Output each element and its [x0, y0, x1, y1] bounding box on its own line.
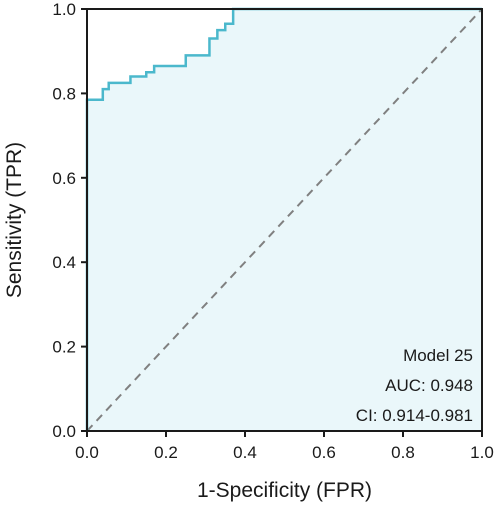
x-tick-label: 0.4: [233, 443, 257, 462]
legend-annotations: Model 25 AUC: 0.948 CI: 0.914-0.981: [356, 346, 473, 425]
x-tick-label: 1.0: [470, 443, 494, 462]
y-tick-label: 0.2: [52, 338, 76, 357]
x-tick-label: 0.0: [75, 443, 99, 462]
x-axis-ticks: 0.0 0.2 0.4 0.6 0.8 1.0: [75, 431, 494, 462]
y-axis-title: Sensitivity (TPR): [3, 142, 26, 298]
chance-diagonal-line: [86, 8, 483, 432]
x-tick-label: 0.6: [312, 443, 336, 462]
x-tick-label: 0.8: [391, 443, 415, 462]
y-axis-ticks: 0.0 0.2 0.4 0.6 0.8 1.0: [52, 0, 87, 441]
x-tick-label: 0.2: [154, 443, 178, 462]
y-tick-label: 0.4: [52, 253, 76, 272]
auc-label: AUC: 0.948: [385, 376, 473, 395]
y-tick-label: 1.0: [52, 0, 76, 19]
roc-curve-line: [85, 7, 482, 431]
plot-frame: [86, 8, 483, 432]
y-tick-label: 0.8: [52, 84, 76, 103]
model-name-label: Model 25: [403, 346, 473, 365]
y-tick-label: 0.6: [52, 169, 76, 188]
plot-area: [85, 7, 483, 432]
y-tick-label: 0.0: [52, 422, 76, 441]
ci-label: CI: 0.914-0.981: [356, 406, 473, 425]
x-axis-title: 1-Specificity (FPR): [197, 479, 372, 502]
